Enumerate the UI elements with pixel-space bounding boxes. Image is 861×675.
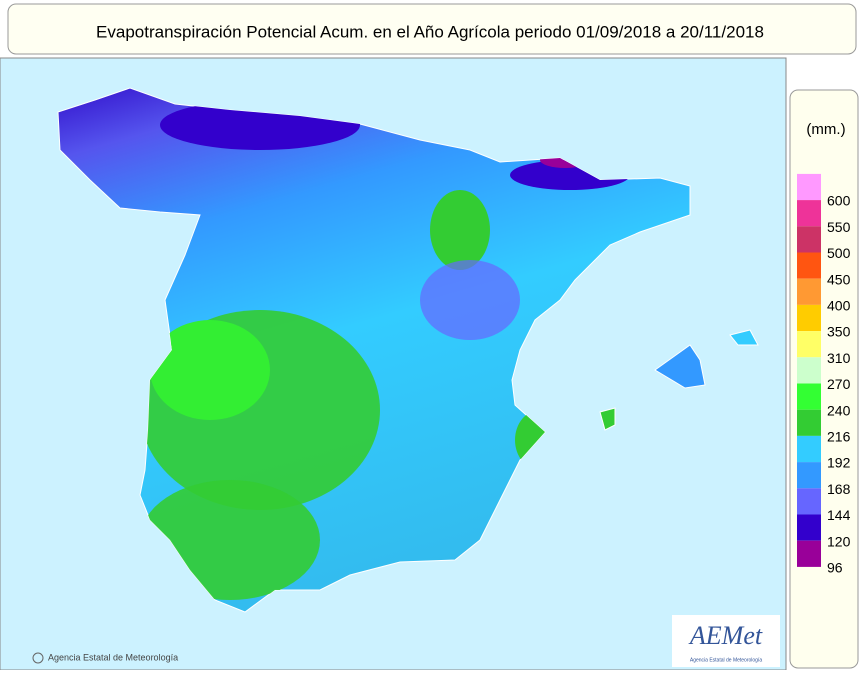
legend-swatch [797,252,821,279]
copyright-icon [32,652,44,664]
copyright: Agencia Estatal de Meteorología [48,652,178,662]
title-box [7,3,857,55]
legend-label: 550 [827,219,851,235]
legend-swatch [797,278,821,305]
legend-swatch [797,331,821,358]
zone [150,320,270,420]
logo: AEMet [688,621,763,650]
legend-swatch [797,383,821,410]
legend-label: 120 [827,533,851,549]
legend-swatch [797,488,821,515]
zone [430,190,490,270]
legend-swatch [797,304,821,332]
island [654,344,706,389]
legend-swatch [797,540,821,567]
legend-label: 96 [827,560,843,576]
title: Evapotranspiración Potencial Acum. en el… [96,22,764,41]
legend-label: 216 [827,429,851,445]
island [599,407,616,431]
legend-swatch [797,435,821,463]
legend-label: 400 [827,298,851,314]
legend-label: 168 [827,481,851,497]
legend-label: 192 [827,455,851,471]
legend-swatch [797,226,821,253]
legend-swatch [797,200,821,227]
legend-label: 500 [827,245,851,261]
zone [420,260,520,340]
legend-swatch [797,357,821,384]
legend-label: 270 [827,376,851,392]
logo-caption: Agencia Estatal de Meteorología [690,657,762,663]
legend-label: 600 [827,193,851,209]
logo-box [672,615,780,667]
legend-label: 310 [827,350,851,366]
legend-label: 144 [827,507,851,523]
island [729,329,759,346]
legend: 600 550 500 450 400 350 310 270 240 216 192 168 144 1… [797,173,851,576]
legend-swatch [797,173,821,201]
legend-label: 350 [827,324,851,340]
legend-unit: (mm.) [806,121,845,138]
legend-swatch [797,462,821,489]
legend-swatch [797,514,821,541]
legend-label: 450 [827,271,851,287]
legend-label: 240 [827,402,851,418]
legend-swatch [797,409,821,436]
